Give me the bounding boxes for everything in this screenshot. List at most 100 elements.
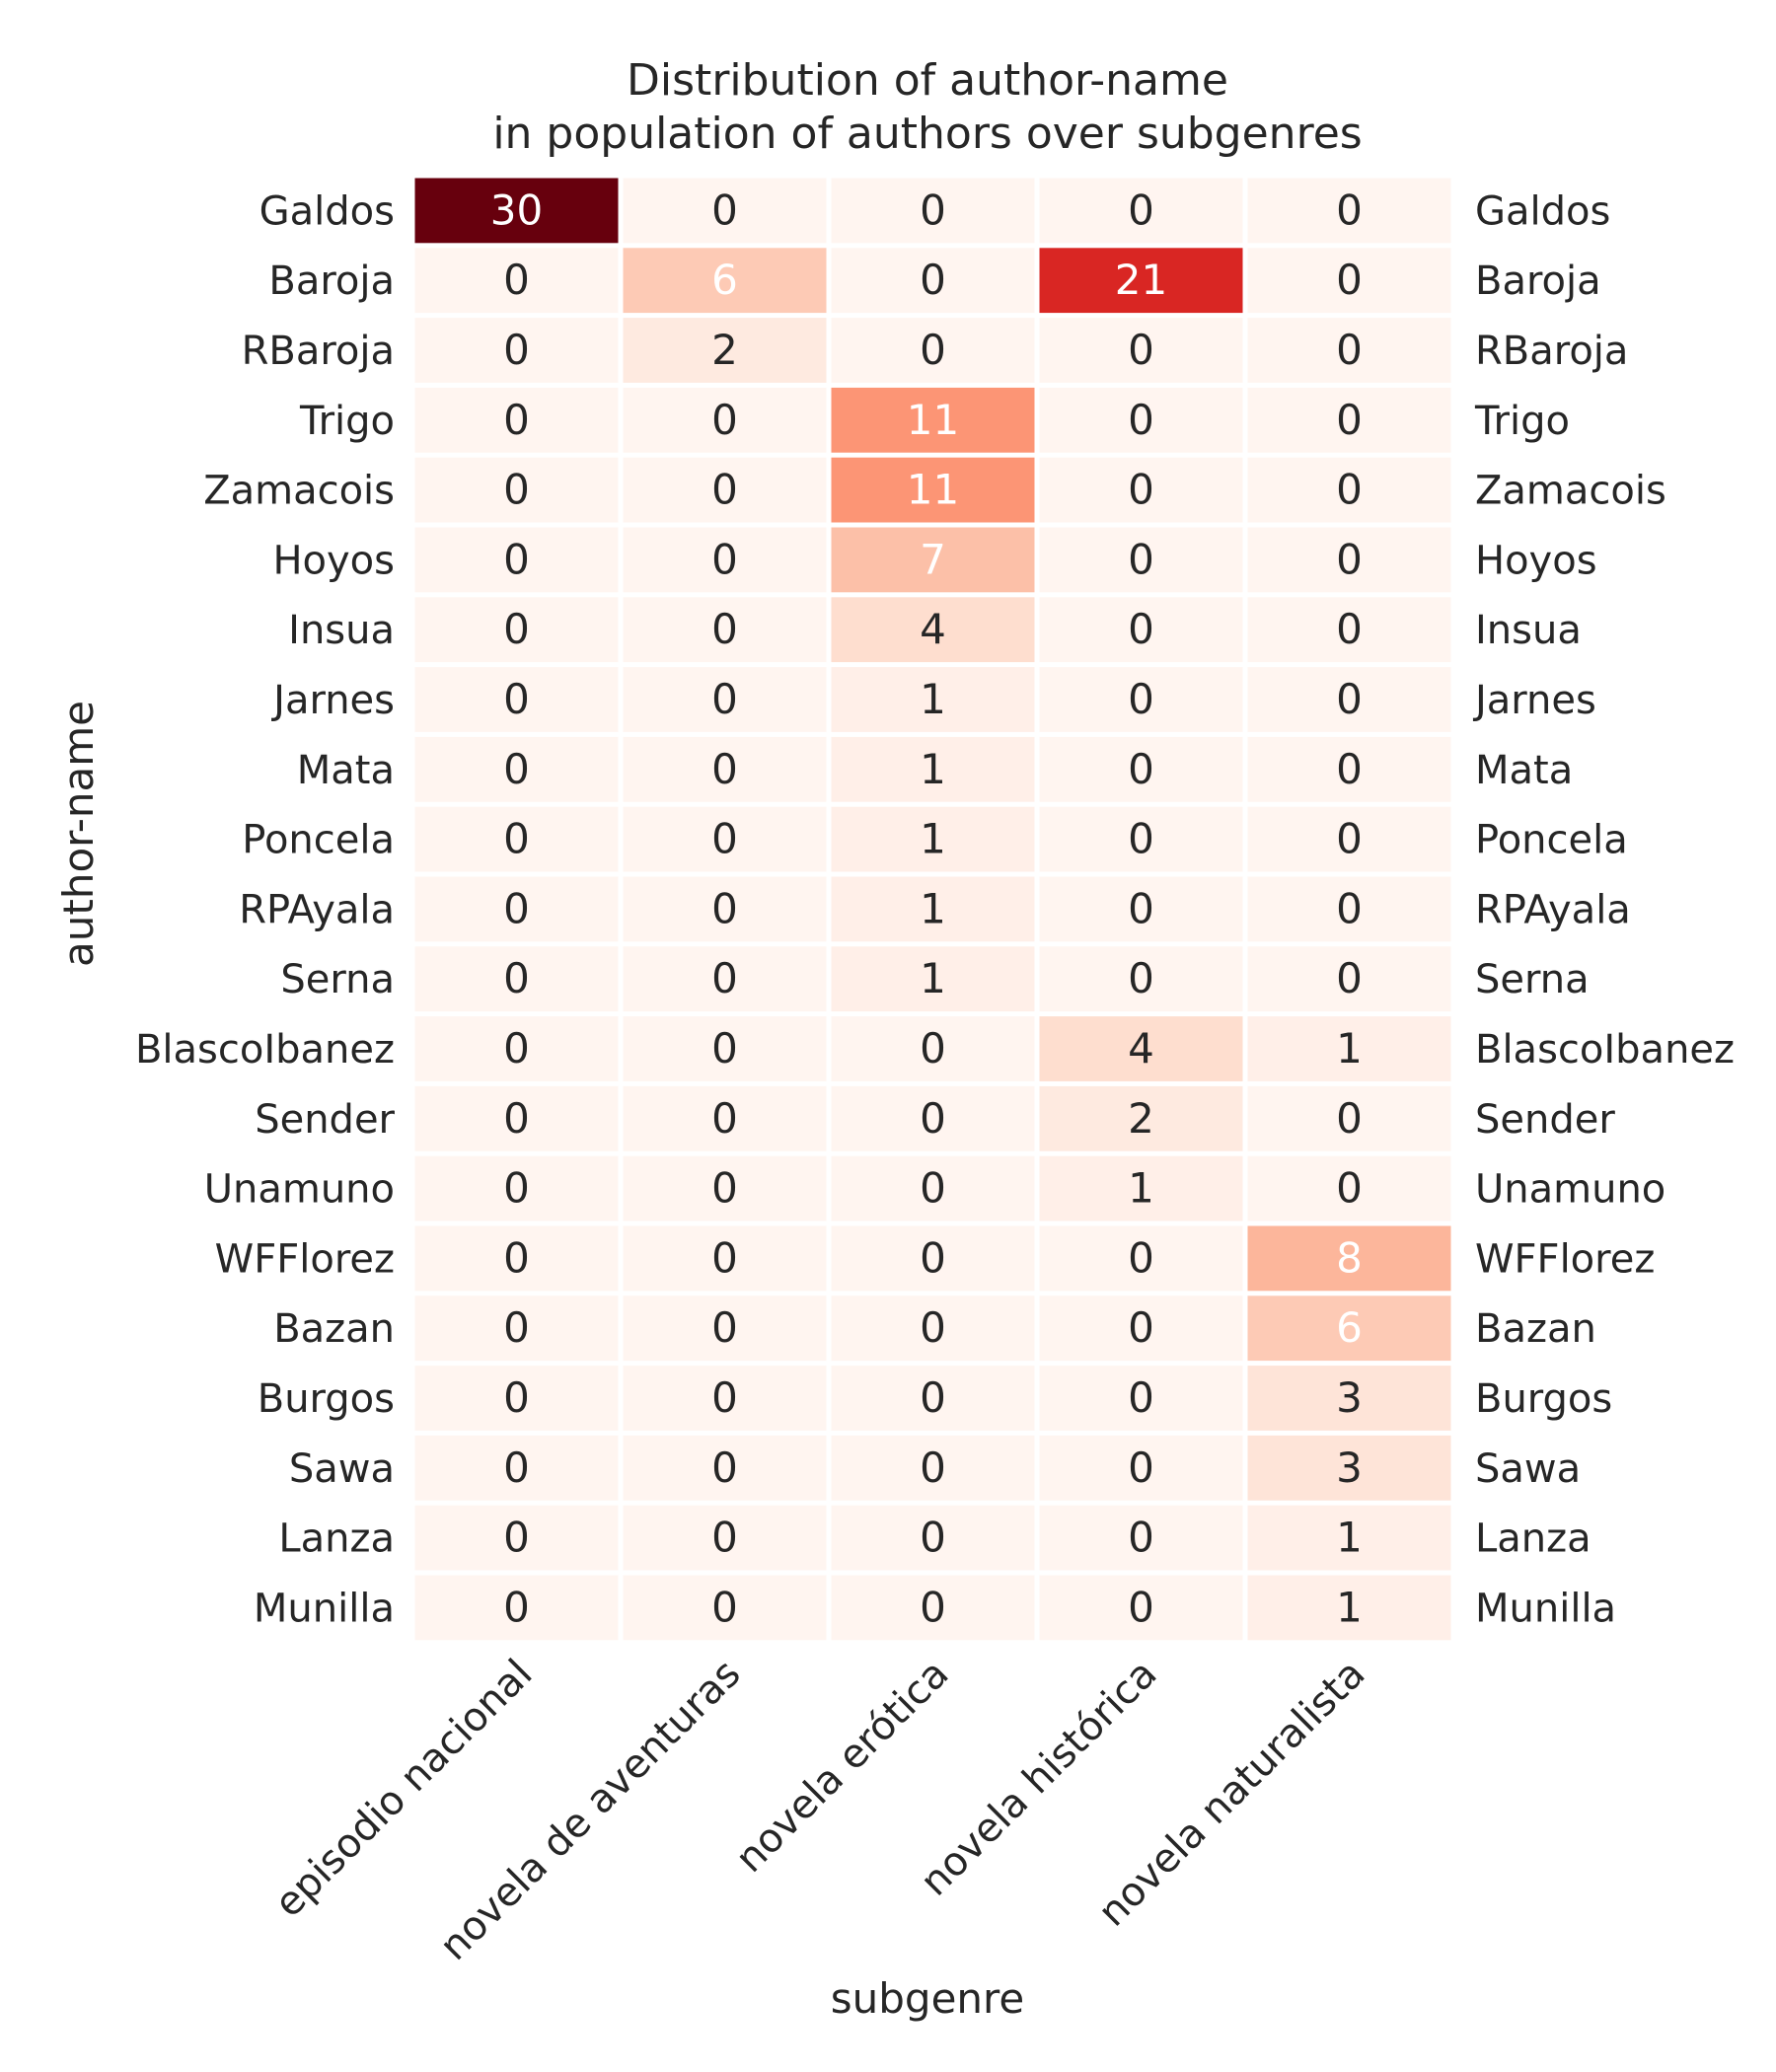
heatmap-cell bbox=[1039, 1155, 1243, 1221]
heatmap-cell bbox=[831, 527, 1035, 593]
cell-value-label: 0 bbox=[503, 1164, 530, 1213]
heatmap-cell bbox=[1247, 597, 1451, 663]
y-tick-label: RPAyala bbox=[239, 887, 395, 932]
heatmap-cell bbox=[831, 1225, 1035, 1292]
heatmap-cell bbox=[623, 1505, 827, 1571]
heatmap-cell bbox=[623, 318, 827, 383]
y-tick-label-right: Hoyos bbox=[1475, 538, 1597, 583]
cell-value-label: 1 bbox=[920, 954, 946, 1002]
chart-title-line-1: Distribution of author-name bbox=[627, 55, 1228, 106]
cell-value-label: 0 bbox=[711, 466, 738, 514]
cell-value-label: 3 bbox=[1336, 1373, 1363, 1422]
x-tick-label: novela erótica bbox=[727, 1651, 958, 1882]
heatmap-cell bbox=[831, 1435, 1035, 1501]
cell-value-label: 0 bbox=[503, 815, 530, 863]
heatmap-cell bbox=[623, 1016, 827, 1081]
heatmap-cell bbox=[1039, 1016, 1243, 1081]
y-tick-label-right: Munilla bbox=[1475, 1586, 1616, 1631]
heatmap-cell bbox=[831, 1016, 1035, 1081]
heatmap-cell bbox=[1247, 457, 1451, 523]
cell-value-label: 0 bbox=[711, 605, 738, 653]
cell-value-label: 0 bbox=[503, 954, 530, 1002]
cell-value-label: 0 bbox=[1128, 954, 1154, 1002]
heatmap-cell bbox=[623, 1155, 827, 1221]
heatmap-cell bbox=[1247, 248, 1451, 314]
y-tick-label-right: Unamuno bbox=[1475, 1167, 1665, 1213]
y-tick-label: Munilla bbox=[254, 1586, 395, 1631]
heatmap-cell bbox=[1039, 1435, 1243, 1501]
cell-value-label: 0 bbox=[711, 1583, 738, 1631]
cell-value-label: 0 bbox=[711, 1443, 738, 1492]
heatmap-cell bbox=[414, 597, 619, 663]
heatmap-cell bbox=[623, 597, 827, 663]
heatmap-cell bbox=[831, 946, 1035, 1012]
heatmap-cell bbox=[1039, 178, 1243, 244]
cell-value-label: 0 bbox=[920, 1094, 946, 1143]
heatmap-cell bbox=[1039, 946, 1243, 1012]
x-axis-label: subgenre bbox=[831, 1974, 1024, 2023]
cell-value-label: 0 bbox=[1336, 185, 1363, 234]
heatmap-cell bbox=[414, 387, 619, 453]
cell-value-label: 0 bbox=[1128, 1583, 1154, 1631]
y-tick-label: Baroja bbox=[268, 259, 395, 304]
cell-value-label: 0 bbox=[1128, 745, 1154, 793]
y-tick-labels-right: Galdos Baroja RBaroja Trigo Zamacois Hoyos Ins… bbox=[1472, 188, 1735, 1631]
cell-value-label: 0 bbox=[1336, 396, 1363, 444]
cell-value-label: 0 bbox=[503, 675, 530, 723]
cell-value-label: 0 bbox=[711, 884, 738, 932]
cell-value-label: 0 bbox=[1128, 1373, 1154, 1422]
heatmap-cell bbox=[1039, 248, 1243, 314]
cell-value-label: 0 bbox=[503, 745, 530, 793]
cell-value-label: 1 bbox=[1336, 1024, 1363, 1073]
heatmap-cell bbox=[831, 318, 1035, 383]
cell-value-label: 0 bbox=[1128, 1514, 1154, 1562]
heatmap-cell bbox=[623, 1575, 827, 1641]
y-tick-label-right: RPAyala bbox=[1475, 887, 1631, 932]
heatmap-cell bbox=[623, 457, 827, 523]
cell-value-label: 4 bbox=[920, 605, 946, 653]
heatmap-cell bbox=[414, 806, 619, 872]
cell-value-label: 0 bbox=[1336, 605, 1363, 653]
y-tick-label: Burgos bbox=[258, 1376, 395, 1422]
cell-value-label: 7 bbox=[920, 535, 946, 583]
heatmap-cell bbox=[1039, 318, 1243, 383]
heatmap-cell bbox=[1039, 1575, 1243, 1641]
cell-value-label: 0 bbox=[1128, 396, 1154, 444]
cell-value-label: 4 bbox=[1128, 1024, 1154, 1073]
cell-value-label: 0 bbox=[1128, 326, 1154, 374]
cell-value-label: 21 bbox=[1115, 256, 1167, 304]
y-tick-label-right: Burgos bbox=[1475, 1376, 1612, 1422]
cell-value-label: 0 bbox=[503, 326, 530, 374]
cell-value-label: 0 bbox=[1336, 535, 1363, 583]
heatmap-cell bbox=[414, 1016, 619, 1081]
heatmap-cell bbox=[414, 318, 619, 383]
y-tick-label-right: Mata bbox=[1475, 748, 1573, 793]
heatmap-cell bbox=[623, 667, 827, 732]
heatmap-cell bbox=[1039, 736, 1243, 802]
cell-value-label: 0 bbox=[1128, 185, 1154, 234]
y-tick-label: Bazan bbox=[273, 1306, 395, 1352]
cell-value-label: 0 bbox=[1336, 1094, 1363, 1143]
heatmap-cell bbox=[414, 1435, 619, 1501]
heatmap-cell bbox=[1039, 667, 1243, 732]
cell-value-label: 0 bbox=[920, 256, 946, 304]
heatmap-cell bbox=[831, 1295, 1035, 1362]
y-tick-label-right: Poncela bbox=[1475, 818, 1628, 863]
cell-value-label: 1 bbox=[1336, 1583, 1363, 1631]
cell-value-label: 0 bbox=[711, 1514, 738, 1562]
y-tick-label-right: BlascoIbanez bbox=[1475, 1027, 1735, 1073]
cell-value-label: 11 bbox=[907, 466, 959, 514]
heatmap-cell bbox=[623, 1225, 827, 1292]
cell-value-label: 0 bbox=[1336, 675, 1363, 723]
cell-value-label: 11 bbox=[907, 396, 959, 444]
cell-value-label: 2 bbox=[1128, 1094, 1154, 1143]
cell-value-label: 0 bbox=[1336, 256, 1363, 304]
heatmap-cell bbox=[1039, 457, 1243, 523]
cell-value-label: 0 bbox=[1128, 466, 1154, 514]
heatmap-cell bbox=[623, 248, 827, 314]
heatmap-cell bbox=[623, 1085, 827, 1151]
cell-value-label: 0 bbox=[1128, 815, 1154, 863]
cell-value-label: 0 bbox=[1336, 954, 1363, 1002]
heatmap-cell bbox=[623, 946, 827, 1012]
